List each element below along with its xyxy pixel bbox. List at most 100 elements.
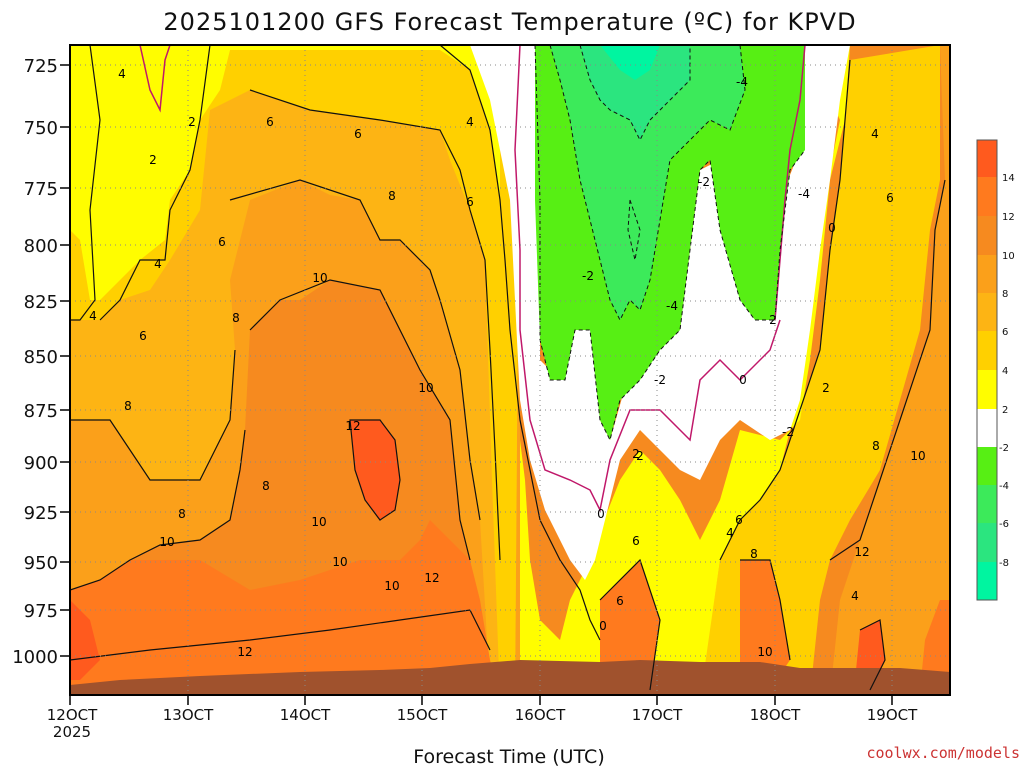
contour-label: 2 [188,115,196,129]
band-12-14-c [920,600,950,690]
x-tick-label: 19OCT [867,706,918,724]
plot-frame [69,44,951,696]
colorbar-band [977,255,997,293]
y-axis [60,64,70,657]
y-tick-labels: 725 750 775 800 825 850 875 900 925 950 … [12,56,58,668]
contour-label: -2 [782,425,794,439]
colorbar-tick-label: 12 [1002,212,1015,223]
contour-label: 6 [218,235,226,249]
contour-label: -4 [798,187,810,201]
contour-lines [70,45,946,691]
band-4-6 [70,45,520,695]
contour-label: 4 [466,115,474,129]
band-12-14-d [600,560,660,690]
gridlines [70,45,950,695]
contour-label: 8 [232,311,240,325]
colorbar-tick-label: 2 [1002,405,1008,416]
contour-label: 8 [124,399,132,413]
y-tick-label: 800 [24,236,58,257]
x-tick-label: 18OCT [750,706,801,724]
colorbar-tick-labels: 14 12 10 8 6 4 2 -2 -4 -6 -8 [999,173,1015,569]
contour-label: 6 [354,127,362,141]
colorbar-band [977,293,997,331]
contour-label: 6 [266,115,274,129]
contour-label: 10 [332,555,347,569]
contour-label: 6 [735,513,743,527]
band-warm-right-4 [700,45,940,695]
contour-value-labels: 4 2 6 6 4 2 4 6 8 6 6 4 8 10 8 10 12 8 8… [89,67,925,659]
contour-label: -4 [666,299,678,313]
contour-label: 10 [418,381,433,395]
contour-label: 12 [345,419,360,433]
contour-label: 8 [388,189,396,203]
y-tick-label: 850 [24,347,58,368]
x-tick-label: 13OCT [163,706,214,724]
y-tick-label: 825 [24,292,58,313]
contour-label: 10 [159,535,174,549]
colorbar-tick-label: -2 [999,443,1009,454]
y-tick-label: 925 [24,503,58,524]
contour-label: 10 [311,515,326,529]
contour-label: 4 [118,67,126,81]
contour-label: 8 [750,547,758,561]
contour-label: 2 [769,313,777,327]
colorbar-frame [976,139,998,601]
contour-label: 10 [757,645,772,659]
dashed-lines [534,45,806,442]
colorbar-tick-label: 6 [1002,327,1008,338]
contour-label: 4 [154,257,162,271]
band-14-core-left [70,600,100,680]
colorbar-tick-label: -6 [999,519,1009,530]
contour-label: -2 [698,175,710,189]
y-tick-label: 1000 [12,647,58,668]
colorbar-tick-label: 8 [1002,289,1008,300]
contour-label: 6 [616,594,624,608]
contour-label: 0 [597,507,605,521]
contour-label: 6 [886,191,894,205]
y-tick-label: 750 [24,118,58,139]
band-warm-right-2 [520,45,850,695]
band-warm-right [830,45,950,695]
contour-label: 2 [822,381,830,395]
y-tick-label: 725 [24,56,58,77]
contour-label: 10 [384,579,399,593]
contour-label: 8 [872,439,880,453]
band-near-zero [470,45,850,580]
colorbar-tick-label: 14 [1002,173,1015,184]
band-14-core [350,420,400,520]
contour-label: 10 [910,449,925,463]
contour-label: 4 [89,309,97,323]
contour-label: 4 [851,589,859,603]
credit-text: coolwx.com/models [866,744,1020,762]
contour-label: 4 [871,127,879,141]
colorbar-band [977,177,997,216]
contour-label: 12 [237,645,252,659]
contour-label: 0 [599,619,607,633]
contour-label: 4 [726,526,734,540]
contour-label: 8 [262,479,270,493]
contour-label: 0 [739,373,747,387]
contour-label: 2 [149,153,157,167]
terrain-ground [70,660,950,695]
colorbar-tick-label: -8 [999,558,1009,569]
contour-label: 0 [828,221,836,235]
x-tick-label: 16OCT [515,706,566,724]
colorbar-band [977,485,997,523]
chart-title: 2025101200 GFS Forecast Temperature (ºC)… [163,8,856,36]
contour-label: 2 [632,447,640,461]
band-below-minus4 [550,45,745,320]
colorbar-band [977,140,997,177]
x-tick-label: 17OCT [632,706,683,724]
y-tick-label: 950 [24,553,58,574]
x-axis-title: Forecast Time (UTC) [413,746,604,768]
x-tick-label: 14OCT [280,706,331,724]
x-tick-label: 15OCT [397,706,448,724]
colorbar-tick-label: 4 [1002,366,1008,377]
y-tick-label: 900 [24,453,58,474]
colorbar-band [977,216,997,255]
colorbar-band [977,409,997,447]
y-tick-label: 875 [24,401,58,422]
contour-label: 8 [178,507,186,521]
contour-label: 6 [139,329,147,343]
